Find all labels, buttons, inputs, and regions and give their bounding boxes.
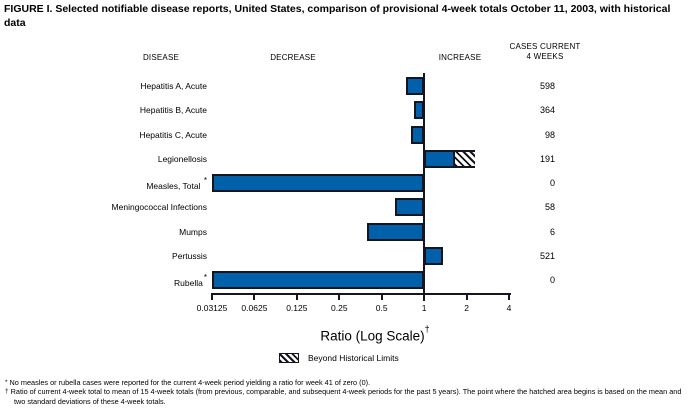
disease-label-text: Hepatitis C, Acute xyxy=(139,129,207,140)
ratio-bar xyxy=(424,149,476,168)
cases-value: 0 xyxy=(549,275,555,285)
disease-label: Measles, Total * xyxy=(0,176,207,192)
footnote-text: No measles or rubella cases were reporte… xyxy=(9,378,371,387)
cases-value: 191 xyxy=(539,153,555,164)
hatch-swatch-icon xyxy=(279,353,299,363)
ratio-bar xyxy=(366,222,425,241)
disease-label-text: Hepatitis A, Acute xyxy=(140,81,207,91)
axis-tick xyxy=(253,293,256,300)
ratio-bar xyxy=(212,174,425,192)
axis-tick xyxy=(338,293,341,300)
disease-label: Hepatitis C, Acute xyxy=(0,129,207,141)
cases-value: 6 xyxy=(549,226,555,237)
footnotes: * No measles or rubella cases were report… xyxy=(5,378,691,406)
cases-value: 0 xyxy=(549,178,555,188)
dagger-superscript: † xyxy=(424,324,430,334)
axis-tick-label: 0.03125 xyxy=(196,303,228,313)
axis-tick xyxy=(508,293,510,300)
disease-label: Hepatitis A, Acute xyxy=(0,80,207,92)
disease-label-text: Measles, Total xyxy=(146,180,203,191)
cases-value: 58 xyxy=(544,202,555,213)
disease-label-text: Legionellosis xyxy=(157,153,207,164)
axis-tick-label: 0.0625 xyxy=(241,303,268,313)
disease-label: Legionellosis xyxy=(0,153,207,165)
disease-label: Hepatitis B, Acute xyxy=(0,104,207,116)
cases-column-header: CASES CURRENT 4 WEEKS xyxy=(493,42,597,62)
figure-title: FIGURE I. Selected notifiable disease re… xyxy=(4,3,671,29)
footnote-marker: † xyxy=(5,387,9,395)
ratio-bar xyxy=(414,101,425,120)
disease-label: Pertussis xyxy=(0,250,207,262)
axis-tick-label: 0.125 xyxy=(286,303,308,313)
increase-column-header: INCREASE xyxy=(438,53,482,62)
disease-column-header: DISEASE xyxy=(142,53,180,62)
disease-label: Mumps xyxy=(0,226,207,238)
asterisk-superscript: * xyxy=(203,176,207,185)
asterisk-superscript: * xyxy=(203,273,207,282)
disease-label: Rubella* xyxy=(0,273,207,289)
x-axis-line xyxy=(212,293,511,295)
baseline-reference-line xyxy=(423,73,426,301)
disease-label-text: Rubella xyxy=(174,277,203,288)
decrease-column-header: DECREASE xyxy=(270,53,316,62)
axis-tick xyxy=(211,293,213,300)
axis-tick-label: 0.25 xyxy=(331,303,348,313)
beyond-limits-hatch xyxy=(452,151,476,166)
cases-value: 98 xyxy=(544,129,555,140)
legend: Beyond Historical Limits xyxy=(279,352,399,364)
footnote-dagger: † Ratio of current 4-week total to mean o… xyxy=(5,388,691,406)
x-axis-label: Ratio (Log Scale)† xyxy=(275,324,475,344)
disease-label-text: Meningococcal Infections xyxy=(111,202,207,213)
footnote-asterisk: * No measles or rubella cases were report… xyxy=(5,378,691,388)
cases-column-header-line2: 4 WEEKS xyxy=(526,52,564,61)
disease-label-text: Hepatitis B, Acute xyxy=(139,105,207,116)
footnote-text: Ratio of current 4-week total to mean of… xyxy=(10,387,682,406)
axis-tick-label: 0.5 xyxy=(375,303,388,313)
axis-tick-label: 1 xyxy=(421,303,427,313)
axis-tick-label: 4 xyxy=(506,303,512,313)
disease-label-text: Pertussis xyxy=(172,250,207,261)
footnote-marker: * xyxy=(5,378,8,386)
cases-value: 598 xyxy=(539,81,555,91)
ratio-bar xyxy=(411,125,425,144)
ratio-bar xyxy=(405,77,425,95)
legend-label: Beyond Historical Limits xyxy=(308,353,399,363)
axis-tick xyxy=(465,293,468,300)
axis-tick xyxy=(295,293,298,300)
disease-label-text: Mumps xyxy=(179,226,207,237)
x-axis-label-text: Ratio (Log Scale) xyxy=(320,328,425,344)
ratio-bar xyxy=(424,246,443,265)
axis-tick-label: 2 xyxy=(464,303,469,313)
ratio-bar xyxy=(212,271,425,289)
cases-value: 521 xyxy=(539,250,555,261)
ratio-bar xyxy=(394,198,425,217)
cases-column-header-line1: CASES CURRENT xyxy=(509,42,581,51)
cases-value: 364 xyxy=(539,105,555,116)
disease-label: Meningococcal Infections xyxy=(0,201,207,213)
axis-tick xyxy=(380,293,383,300)
